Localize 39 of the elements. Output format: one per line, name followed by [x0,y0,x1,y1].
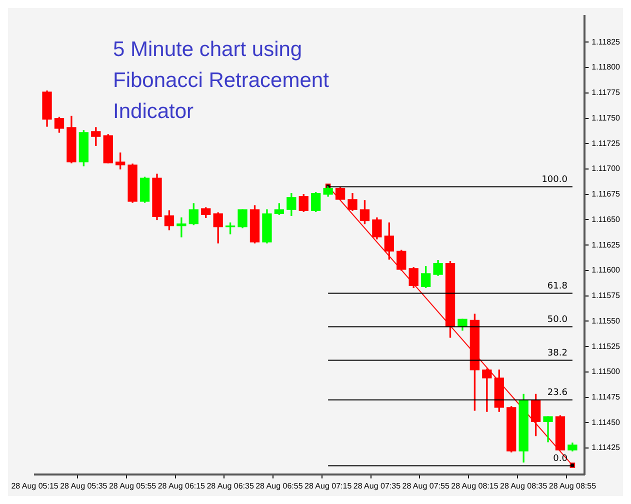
y-tick-label: 1.11650 [592,214,621,224]
annotation: 38.2 [547,348,568,359]
y-tick-label: 1.11800 [592,62,621,72]
annotation: 100.0 [542,175,568,186]
x-tick-label: 28 Aug 06:15 [158,481,206,490]
x-tick-label: 28 Aug 06:55 [256,481,304,490]
y-tick-label: 1.11450 [592,418,621,427]
y-tick-label: 1.11475 [592,392,621,402]
x-tick-label: 28 Aug 05:55 [108,481,157,490]
annotation: 0.0 [553,454,568,464]
x-tick-label: 28 Aug 08:35 [500,481,548,490]
annotation: 61.8 [547,282,568,292]
x-tick-label: 28 Aug 07:35 [353,481,402,490]
x-tick-label: 28 Aug 05:35 [60,481,108,490]
x-tick-label: 28 Aug 08:55 [548,481,597,490]
x-tick-label: 28 Aug 06:35 [206,481,254,490]
x-tick-label: 28 Aug 07:15 [304,481,352,490]
y-tick-label: 1.11625 [592,240,621,250]
y-tick-label: 1.11550 [592,316,621,326]
text: 5 Minute chart using Fibonacci Retracement Indicator [113,37,330,125]
y-tick-label: 1.11775 [592,88,621,98]
annotation: 50.0 [547,315,568,326]
y-tick-label: 1.11500 [592,367,621,376]
y-tick-label: 1.11525 [592,342,621,351]
y-tick-label: 1.11425 [592,443,621,452]
annotation: 23.6 [547,388,568,398]
y-tick-label: 1.11575 [592,291,621,300]
y-tick-label: 1.11700 [592,164,621,174]
candlestick [176,217,186,238]
x-tick-label: 28 Aug 07:55 [402,481,450,490]
y-tick-label: 1.11725 [592,138,621,148]
x-tick-label: 28 Aug 05:15 [11,481,59,490]
y-tick-label: 1.11750 [592,113,621,122]
y-tick-label: 1.11675 [592,190,621,199]
candlestick [482,368,492,412]
y-tick-label: 1.11825 [592,37,621,46]
y-tick-label: 1.11600 [592,266,621,275]
candlestick [543,416,553,442]
x-tick-label: 28 Aug 08:15 [451,481,499,490]
